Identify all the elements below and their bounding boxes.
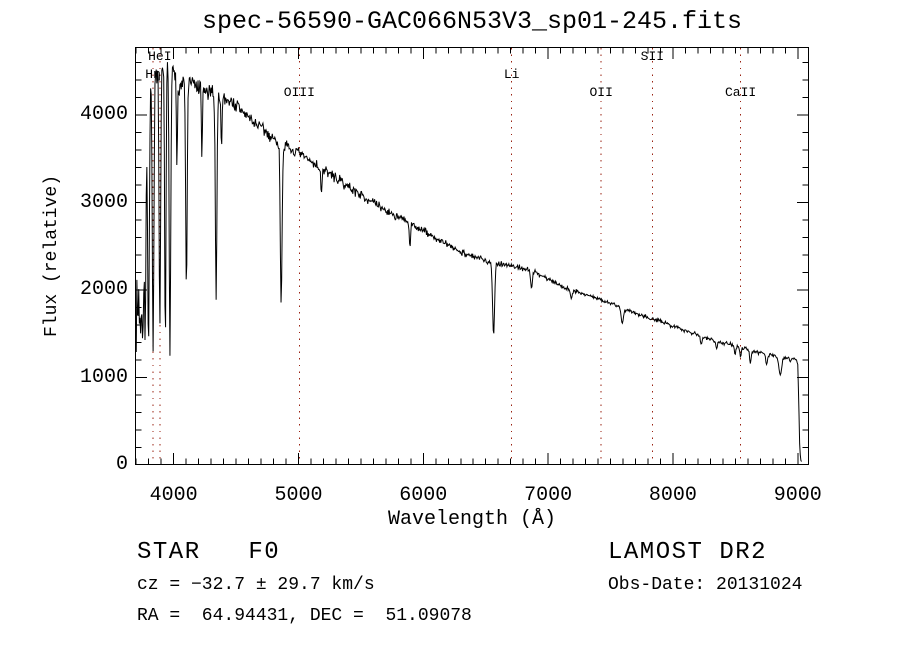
- x-tick-label: 7000: [524, 484, 573, 507]
- spectrum-chart: [135, 47, 809, 465]
- obs-date-text: Obs-Date: 20131024: [608, 575, 803, 595]
- line-label-SII: SII: [640, 49, 665, 64]
- x-tick-label: 4000: [149, 484, 198, 507]
- y-tick-label: 1000: [79, 365, 128, 389]
- plot-title: spec-56590-GAC066N53V3_sp01-245.fits: [201, 7, 743, 36]
- line-label-Hη: Hη: [145, 67, 161, 82]
- line-label-OII: OII: [589, 85, 613, 100]
- spectrum-trace: [135, 62, 802, 462]
- y-tick-labels: 0 1000 2000 3000 4000: [38, 0, 128, 650]
- x-tick-label: 9000: [773, 484, 822, 507]
- line-label-CaII: CaII: [724, 85, 757, 100]
- object-class-text: STAR F0: [137, 539, 281, 566]
- y-tick-label: 4000: [79, 103, 128, 127]
- x-tick-label: 5000: [274, 484, 323, 507]
- y-tick-label: 2000: [79, 278, 128, 302]
- y-tick-label: 3000: [79, 190, 128, 214]
- cz-velocity-text: cz = −32.7 ± 29.7 km/s: [137, 575, 375, 595]
- line-label-OIII: OIII: [283, 85, 315, 100]
- x-axis-label: Wavelength (Å): [387, 508, 557, 531]
- line-label-Li: Li: [503, 67, 520, 82]
- line-label-HeI: HeI: [148, 49, 172, 64]
- survey-release-text: LAMOST DR2: [608, 539, 768, 566]
- x-tick-label: 8000: [648, 484, 697, 507]
- y-tick-label: 0: [115, 453, 128, 476]
- x-tick-label: 6000: [399, 484, 448, 507]
- plot-frame: [135, 47, 809, 465]
- ra-dec-text: RA = 64.94431, DEC = 51.09078: [137, 606, 472, 626]
